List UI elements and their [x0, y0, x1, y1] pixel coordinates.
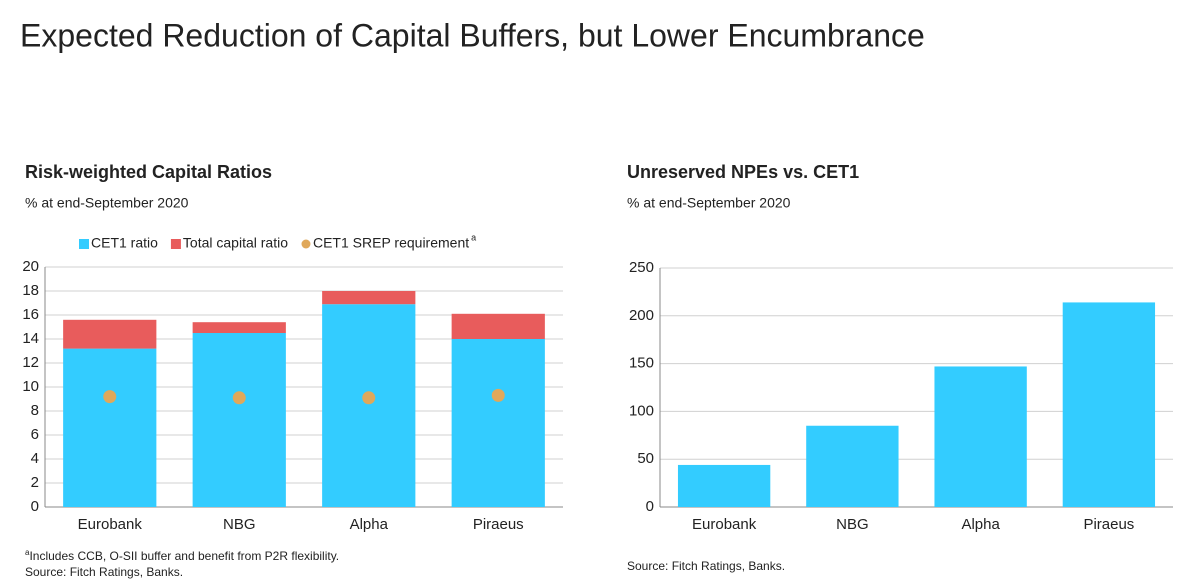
bar — [677, 464, 771, 507]
slide-title: Expected Reduction of Capital Buffers, b… — [20, 17, 925, 53]
legend-marker — [170, 239, 181, 249]
y-tick-label: 16 — [22, 306, 39, 323]
bar — [192, 333, 286, 507]
x-tick-label: Alpha — [961, 516, 1000, 533]
y-tick-label: 200 — [629, 307, 654, 324]
y-tick-label: 100 — [629, 402, 654, 419]
dot — [103, 390, 117, 404]
y-tick-label: 250 — [629, 259, 654, 276]
bar — [322, 304, 416, 507]
source: Source: Fitch Ratings, Banks. — [627, 559, 785, 573]
legend-note-mark: a — [471, 232, 476, 242]
dot — [491, 388, 505, 402]
legend-label: CET1 SREP requirement — [313, 235, 469, 251]
note: Includes CCB, O-SII buffer and benefit f… — [29, 549, 339, 563]
y-tick-label: 50 — [637, 450, 654, 467]
dot — [232, 391, 246, 405]
y-tick-label: 150 — [629, 355, 654, 372]
bar — [1062, 302, 1156, 507]
y-tick-label: 18 — [22, 282, 39, 299]
y-tick-label: 12 — [22, 354, 39, 371]
y-tick-label: 6 — [31, 426, 39, 443]
y-tick-label: 0 — [31, 498, 39, 515]
legend-label: Total capital ratio — [183, 235, 288, 251]
x-tick-label: NBG — [223, 516, 256, 533]
x-tick-label: Eurobank — [692, 516, 757, 533]
x-tick-label: NBG — [836, 516, 869, 533]
chart-subtitle: % at end-September 2020 — [627, 195, 791, 211]
y-tick-label: 0 — [646, 498, 654, 515]
legend-marker — [79, 239, 89, 249]
note-mark: a — [25, 548, 30, 557]
bar — [192, 322, 286, 333]
y-tick-label: 14 — [22, 330, 39, 347]
legend-label: CET1 ratio — [91, 235, 158, 251]
x-tick-label: Piraeus — [1083, 516, 1134, 533]
bar — [934, 366, 1027, 507]
bar — [451, 339, 545, 507]
y-tick-label: 20 — [22, 258, 39, 275]
bar — [63, 319, 157, 349]
bar — [806, 425, 899, 507]
bar — [63, 348, 157, 507]
x-tick-label: Alpha — [350, 516, 389, 533]
legend-marker — [301, 239, 311, 249]
chart-title: Risk-weighted Capital Ratios — [25, 162, 272, 182]
x-tick-label: Eurobank — [78, 516, 143, 533]
source: Source: Fitch Ratings, Banks. — [25, 565, 183, 579]
y-tick-label: 8 — [31, 402, 39, 419]
dot — [362, 391, 376, 405]
y-tick-label: 10 — [22, 378, 39, 395]
chart-subtitle: % at end-September 2020 — [25, 195, 189, 211]
bar — [322, 291, 416, 305]
y-tick-label: 4 — [31, 450, 39, 467]
x-tick-label: Piraeus — [473, 516, 524, 533]
chart-title: Unreserved NPEs vs. CET1 — [627, 162, 859, 182]
bar — [451, 313, 545, 339]
y-tick-label: 2 — [31, 474, 39, 491]
